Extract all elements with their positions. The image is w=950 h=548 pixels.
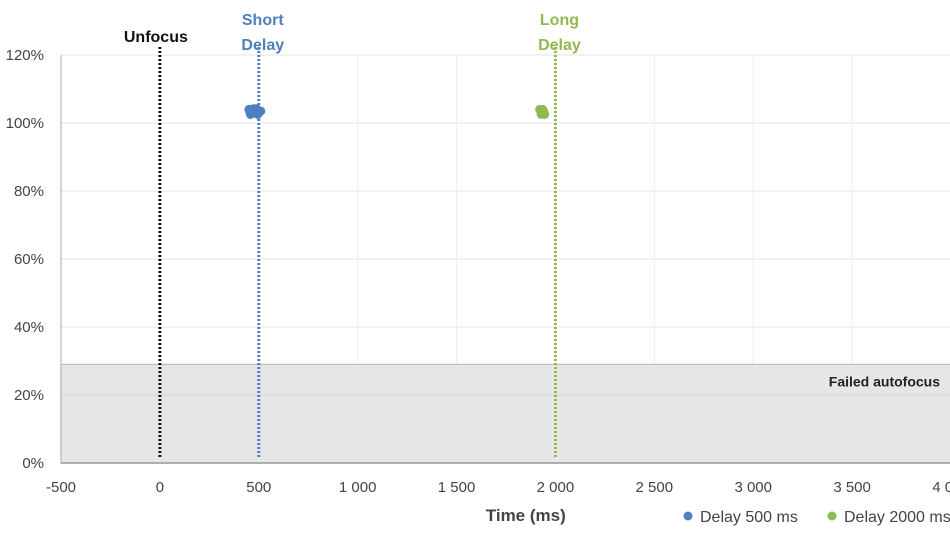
data-point [251, 104, 261, 114]
bands: Failed autofocus [60, 363, 950, 464]
legend-marker [827, 511, 837, 521]
x-tick-label: 1 500 [438, 479, 476, 496]
marker-label: Short [242, 12, 284, 29]
axes: 0% 20% 40% 60% 80% 100% 120% -500 0 500 1 000 1 500… [6, 47, 950, 525]
y-tick-label: 20% [14, 387, 44, 404]
x-tick-label: 2 500 [636, 479, 674, 496]
legend-label: Delay 500 ms [700, 509, 798, 526]
marker-label: Unfocus [124, 29, 188, 46]
x-tick-label: 3 500 [833, 479, 871, 496]
legend-label: Delay 2000 ms [844, 509, 950, 526]
data-point [536, 110, 546, 119]
y-tick-label: 0% [22, 455, 44, 472]
x-tick-label: 0 [156, 479, 164, 496]
band-label: Failed autofocus [829, 373, 940, 389]
y-tick-label: 40% [14, 319, 44, 336]
marker-label: Long [540, 12, 579, 29]
y-tick-label: 100% [6, 115, 44, 132]
x-tick-label: 3 000 [734, 479, 772, 496]
failed-autofocus-band [60, 363, 950, 464]
marker-label: Delay [538, 37, 581, 54]
x-tick-label: 1 000 [339, 479, 377, 496]
marker-label: Delay [241, 37, 284, 54]
y-tick-label: 60% [14, 251, 44, 268]
x-axis-title: Time (ms) [486, 506, 566, 525]
x-tick-label: 4 000 [932, 479, 950, 496]
x-tick-label: 2 000 [537, 479, 575, 496]
legend: Delay 500 ms Delay 2000 ms [683, 509, 950, 526]
y-tick-label: 120% [6, 47, 44, 64]
vertical-markers: Unfocus Short Delay Long Delay [124, 12, 581, 458]
y-tick-label: 80% [14, 183, 44, 200]
data-points [244, 104, 550, 119]
legend-marker [683, 511, 693, 521]
x-tick-label: -500 [46, 479, 76, 496]
x-tick-label: 500 [246, 479, 271, 496]
